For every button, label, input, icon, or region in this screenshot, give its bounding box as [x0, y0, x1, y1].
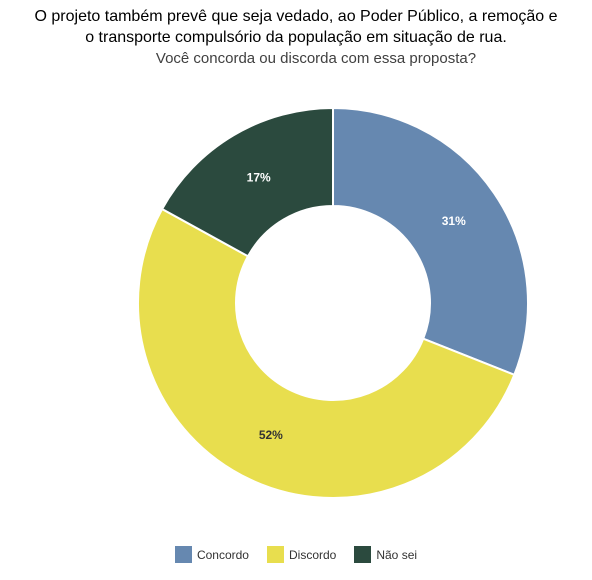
legend-label-discordo: Discordo	[288, 547, 337, 562]
title-line-2: o transporte compulsório da população em…	[85, 29, 507, 46]
legend-swatch-discordo	[266, 546, 284, 563]
chart-title: O projeto também prevê que seja vedado, …	[0, 6, 592, 48]
legend-label-nao-sei: Não sei	[376, 547, 418, 562]
legend-swatch-nao-sei	[354, 546, 372, 563]
legend-swatch-concordo	[174, 546, 192, 563]
chart-subtitle: Você concorda ou discorda com essa propo…	[155, 50, 477, 67]
legend-item-nao-sei: Não sei	[354, 546, 417, 563]
data-label-nao-sei: 17%	[247, 170, 271, 184]
legend-label-concordo: Concordo	[196, 547, 249, 562]
legend-item-discordo: Discordo	[266, 546, 337, 563]
data-label-concordo: 31%	[442, 214, 466, 228]
slice-discordo	[137, 207, 516, 499]
legend: Concordo Discordo Não sei	[0, 546, 592, 563]
slice-nao-sei	[160, 106, 334, 258]
title-line-1: O projeto também prevê que seja vedado, …	[34, 8, 558, 25]
data-label-discordo: 52%	[259, 428, 283, 442]
legend-item-concordo: Concordo	[174, 546, 249, 563]
slice-concordo	[332, 106, 529, 377]
